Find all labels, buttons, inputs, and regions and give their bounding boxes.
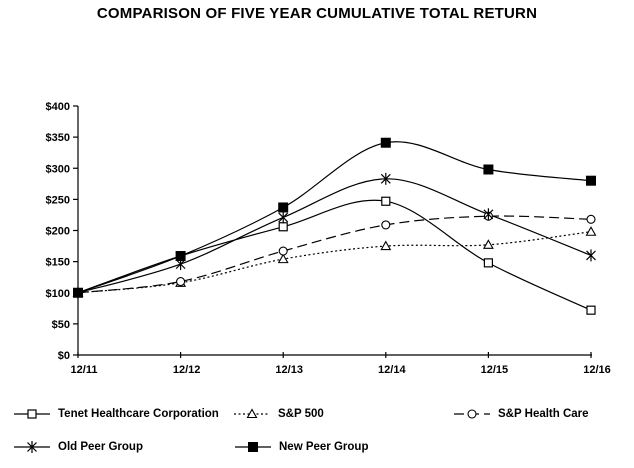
legend-item-new-peer-group: New Peer Group (234, 439, 368, 455)
y-axis-tick-label: $350 (46, 132, 70, 144)
asterisk-stroke (278, 212, 289, 223)
y-axis-tick-label: $250 (46, 194, 70, 206)
open-triangle-marker-icon (246, 408, 258, 419)
legend-sample-open-square-icon (14, 409, 50, 419)
open-square-marker-icon (586, 305, 596, 315)
filled-square-marker-icon (73, 287, 83, 298)
x-axis-tick-label: 12/14 (378, 364, 406, 376)
legend-sample-open-triangle-icon (234, 408, 270, 419)
open-circle-marker-icon (586, 214, 596, 224)
open-circle-marker-icon (467, 409, 477, 419)
legend-sample-asterisk-icon (14, 441, 50, 453)
asterisk-marker-icon (278, 211, 289, 224)
asterisk-marker-icon (380, 172, 391, 185)
asterisk-stroke (586, 250, 596, 261)
legend-item-sp500: S&P 500 (233, 406, 324, 422)
filled-square-marker-icon (380, 137, 391, 148)
y-axis-tick-label: $150 (46, 257, 70, 269)
y-axis-tick-label: $100 (46, 288, 70, 300)
legend-item-old-peer-group: Old Peer Group (13, 439, 143, 455)
series-line-0 (77, 199, 592, 311)
asterisk-stroke (27, 442, 37, 452)
filled-square-marker-icon (483, 164, 494, 175)
y-axis-tick-label: $50 (52, 319, 70, 331)
legend-label: S&P 500 (278, 408, 324, 420)
chart-title: COMPARISON OF FIVE YEAR CUMULATIVE TOTAL… (96, 5, 538, 22)
y-axis-tick-label: $400 (46, 101, 70, 113)
legend-item-sp-health-care: S&P Health Care (453, 406, 589, 422)
filled-square-marker-icon (586, 175, 596, 186)
legend-label: Old Peer Group (58, 441, 143, 453)
open-circle-marker-icon (176, 276, 186, 287)
filled-square-marker-icon (248, 442, 258, 452)
open-triangle-marker-icon (380, 240, 392, 251)
legend-sample-filled-square-icon (235, 442, 271, 452)
legend-label: Tenet Healthcare Corporation (58, 408, 219, 420)
series-line-3 (77, 178, 592, 294)
series-line-4 (77, 141, 592, 294)
asterisk-marker-icon (483, 208, 494, 221)
y-axis-tick-label: $200 (46, 226, 70, 238)
chart-plot-area: $0 $50 $100 $150 $200 $250 $300 $350 $400 12/11 12… (46, 101, 611, 376)
open-triangle-marker-icon (585, 226, 597, 236)
asterisk-stroke (175, 259, 186, 270)
legend-label: S&P Health Care (498, 408, 589, 420)
y-axis-tick-label: $0 (58, 350, 70, 362)
x-axis-tick-label: 12/13 (275, 364, 303, 376)
open-square-marker-icon (483, 258, 493, 268)
x-axis-tick-label: 12/15 (481, 364, 509, 376)
asterisk-marker-icon (586, 249, 596, 262)
filled-square-marker-icon (278, 202, 289, 213)
legend-label: New Peer Group (279, 441, 369, 453)
asterisk-marker-icon (27, 441, 37, 453)
series-line-2 (77, 215, 592, 294)
x-axis-tick-label: 12/12 (173, 364, 201, 376)
open-square-marker-icon (381, 196, 391, 206)
open-triangle-marker-icon (277, 253, 289, 264)
legend-item-tenet: Tenet Healthcare Corporation (13, 406, 219, 422)
y-axis-tick-label: $300 (46, 163, 70, 175)
open-square-marker-icon (27, 409, 37, 419)
x-axis-tick-label: 12/11 (71, 364, 98, 376)
legend-sample-open-circle-icon (454, 409, 490, 419)
series-line-1 (77, 231, 592, 294)
open-circle-marker-icon (278, 246, 288, 256)
open-square-marker-icon (278, 222, 288, 232)
asterisk-stroke (380, 173, 391, 184)
asterisk-stroke (483, 209, 494, 220)
open-triangle-marker-icon (482, 239, 494, 249)
filled-square-marker-icon (175, 251, 186, 262)
open-circle-marker-icon (381, 220, 391, 230)
x-axis-tick-label: 12/16 (583, 364, 611, 376)
